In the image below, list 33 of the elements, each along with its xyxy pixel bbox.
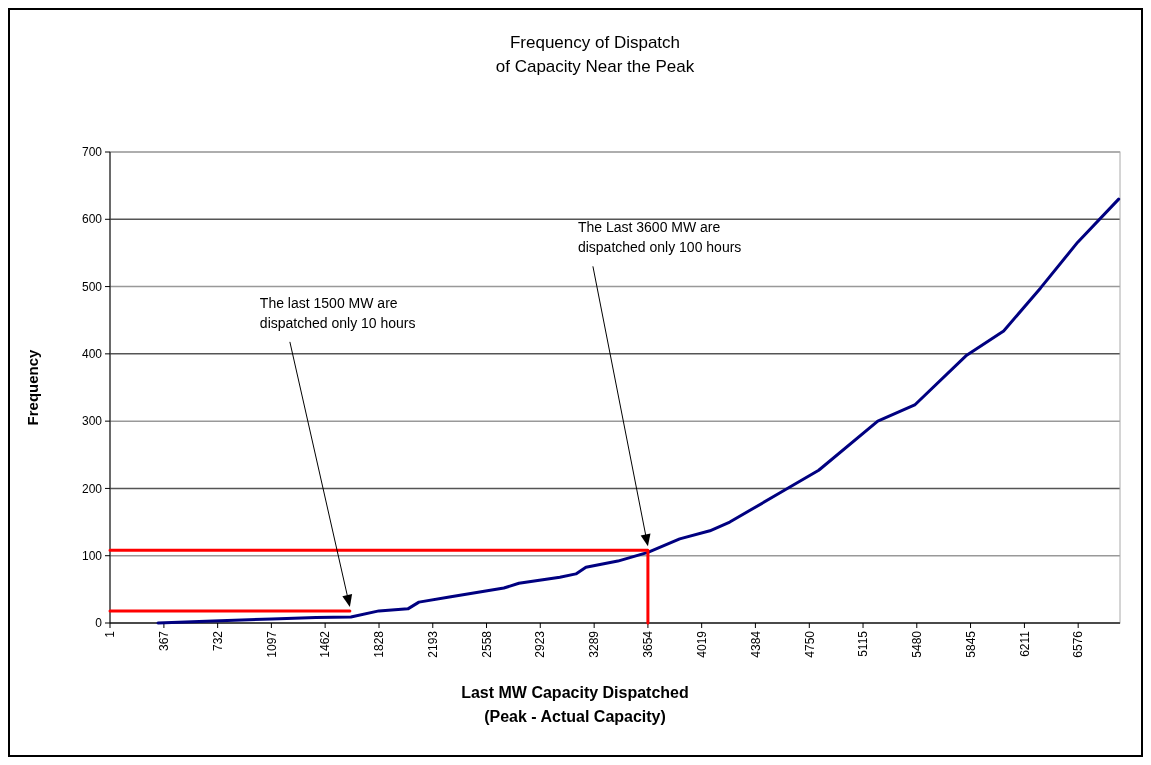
x-tick-label: 367: [157, 630, 172, 652]
x-tick-label: 6211: [1017, 630, 1032, 657]
x-tick-label: 732: [210, 630, 225, 652]
y-axis-title: Frequency: [24, 348, 41, 426]
line-series: [156, 197, 1121, 625]
x-axis-title: Last MW Capacity Dispatched (Peak - Actual Capacity): [461, 684, 689, 725]
annotation: The Last 3600 MW are dispatched only 100 hours: [577, 219, 742, 256]
x-tick-label: 4019: [694, 630, 709, 658]
x-tick-label: 1: [103, 630, 118, 638]
y-tick-label: 500: [81, 279, 103, 294]
x-tick-label: 1462: [318, 630, 333, 658]
x-tick-label: 1097: [264, 630, 279, 658]
x-tick-label: 4384: [748, 630, 763, 658]
x-tick-label: 5115: [856, 630, 871, 657]
y-tick-label: 700: [81, 145, 103, 160]
y-tick-label: 100: [81, 548, 103, 563]
x-tick-label: 5845: [963, 630, 978, 658]
y-tick-label: 600: [81, 212, 103, 227]
chart-title: Frequency of Dispatch of Capacity Near the Peak: [495, 33, 695, 76]
y-tick-label: 400: [81, 347, 103, 362]
x-tick-label: 2193: [425, 630, 440, 658]
y-tick-label: 200: [81, 481, 103, 496]
x-tick-label: 6576: [1071, 630, 1086, 658]
x-tick-label: 2923: [533, 630, 548, 658]
x-tick-label: 5480: [909, 630, 924, 658]
y-tick-label: 0: [95, 616, 103, 631]
x-tick-label: 4750: [802, 630, 817, 658]
x-tick-label: 3654: [641, 630, 656, 658]
x-tick-label: 2558: [479, 630, 494, 658]
y-tick-label: 300: [81, 414, 103, 429]
x-tick-label: 1828: [372, 630, 387, 658]
annotation: The last 1500 MW are dispatched only 10 hours: [259, 294, 416, 331]
x-tick-label: 3289: [587, 630, 602, 658]
